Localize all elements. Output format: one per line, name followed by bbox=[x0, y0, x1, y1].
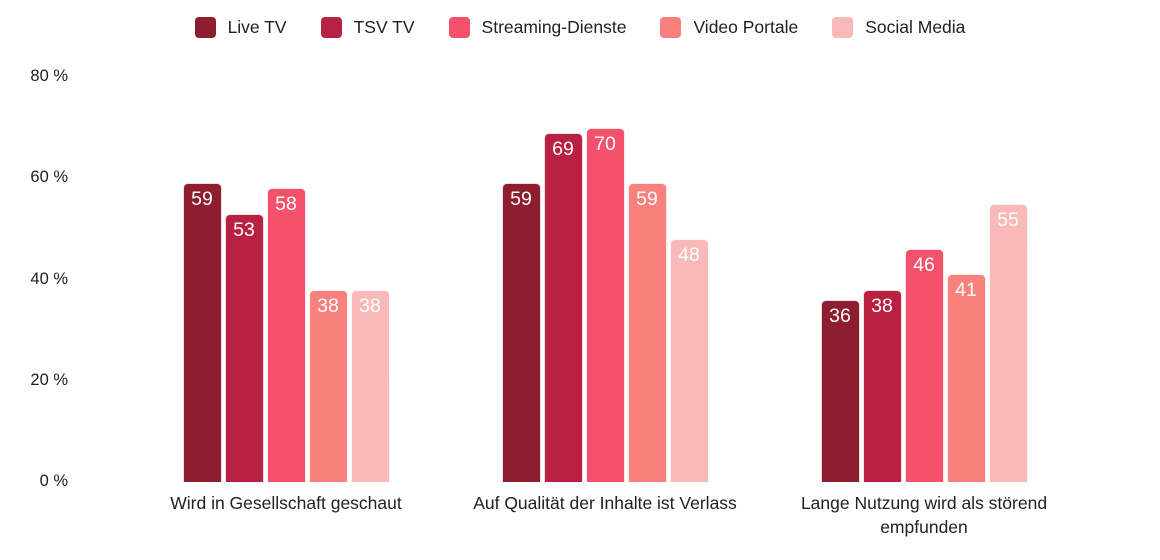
legend-swatch-icon bbox=[832, 17, 854, 38]
legend-label: Video Portale bbox=[693, 17, 799, 37]
bar-streaming-dienste-wird-in-gesellschaft-geschaut: 58 bbox=[266, 188, 306, 482]
bar-live-tv-wird-in-gesellschaft-geschaut: 59 bbox=[182, 183, 222, 482]
bar-value-label: 48 bbox=[678, 244, 700, 266]
legend-swatch-icon bbox=[660, 17, 682, 38]
legend-item-video-portale: Video Portale bbox=[660, 17, 798, 38]
legend-swatch-icon bbox=[320, 17, 342, 38]
legend-label: Social Media bbox=[865, 17, 966, 37]
bar-value-label: 38 bbox=[359, 294, 381, 317]
bar-value-label: 59 bbox=[636, 188, 658, 211]
bar-group-wird-in-gesellschaft-geschaut: 59 53 58 38 38 bbox=[182, 183, 390, 482]
bar-value-label: 69 bbox=[552, 137, 574, 160]
bar-value-label: 58 bbox=[275, 193, 297, 216]
category-label-lange-nutzung-wird-als-st-rend-empfunden: Lange Nutzung wird als störend empfunden bbox=[800, 493, 1048, 537]
bar-group-lange-nutzung-wird-als-st-rend-empfunden: 36 38 46 41 55 bbox=[820, 203, 1028, 482]
legend-swatch-icon bbox=[448, 17, 470, 38]
y-axis-tick-20: 20 % bbox=[30, 370, 68, 389]
bar-value-label: 46 bbox=[913, 254, 935, 277]
legend-item-tsv-tv: TSV TV bbox=[320, 17, 415, 38]
bar-social-media-auf-qualit-t-der-inhalte-ist-verlass: 48 bbox=[669, 239, 709, 482]
bar-streaming-dienste-auf-qualit-t-der-inhalte-ist-verlass: 70 bbox=[585, 127, 625, 482]
bar-social-media-wird-in-gesellschaft-geschaut: 38 bbox=[350, 289, 390, 482]
legend-label: Live TV bbox=[227, 17, 287, 37]
y-axis-tick-40: 40 % bbox=[30, 269, 68, 288]
bar-social-media-lange-nutzung-wird-als-st-rend-empfunden: 55 bbox=[988, 203, 1028, 482]
bar-value-label: 41 bbox=[955, 279, 977, 302]
y-axis-tick-60: 60 % bbox=[30, 168, 68, 187]
legend-label: TSV TV bbox=[353, 17, 415, 37]
category-label-wird-in-gesellschaft-geschaut: Wird in Gesellschaft geschaut bbox=[170, 493, 402, 513]
category-label-auf-qualit-t-der-inhalte-ist-verlass: Auf Qualität der Inhalte ist Verlass bbox=[473, 493, 737, 513]
legend-label: Streaming-Dienste bbox=[481, 17, 627, 37]
bar-tsv-tv-wird-in-gesellschaft-geschaut: 53 bbox=[224, 213, 264, 482]
legend-item-social-media: Social Media bbox=[832, 17, 965, 38]
bar-live-tv-auf-qualit-t-der-inhalte-ist-verlass: 59 bbox=[501, 183, 541, 482]
y-axis-tick-0: 0 % bbox=[39, 472, 68, 490]
bar-value-label: 36 bbox=[829, 304, 851, 327]
bar-value-label: 38 bbox=[317, 294, 339, 317]
chart-legend: Live TV TSV TV Streaming-Dienste Video Port… bbox=[0, 17, 1160, 38]
bar-tsv-tv-lange-nutzung-wird-als-st-rend-empfunden: 38 bbox=[862, 289, 902, 482]
bar-live-tv-lange-nutzung-wird-als-st-rend-empfunden: 36 bbox=[820, 299, 860, 482]
bar-value-label: 38 bbox=[871, 294, 893, 317]
bar-value-label: 59 bbox=[191, 188, 213, 211]
bar-value-label: 55 bbox=[997, 208, 1019, 231]
legend-swatch-icon bbox=[194, 17, 216, 38]
bar-value-label: 70 bbox=[594, 132, 616, 155]
bar-group-auf-qualit-t-der-inhalte-ist-verlass: 59 69 70 59 48 bbox=[501, 127, 709, 482]
bar-video-portale-lange-nutzung-wird-als-st-rend-empfunden: 41 bbox=[946, 274, 986, 482]
y-axis-tick-80: 80 % bbox=[30, 67, 68, 85]
bar-value-label: 59 bbox=[510, 188, 532, 211]
legend-item-streaming-dienste: Streaming-Dienste bbox=[448, 17, 627, 38]
bar-video-portale-auf-qualit-t-der-inhalte-ist-verlass: 59 bbox=[627, 183, 667, 482]
bar-streaming-dienste-lange-nutzung-wird-als-st-rend-empfunden: 46 bbox=[904, 249, 944, 482]
bar-tsv-tv-auf-qualit-t-der-inhalte-ist-verlass: 69 bbox=[543, 132, 583, 482]
bar-value-label: 53 bbox=[233, 218, 255, 241]
bar-video-portale-wird-in-gesellschaft-geschaut: 38 bbox=[308, 289, 348, 482]
legend-item-live-tv: Live TV bbox=[194, 17, 287, 38]
